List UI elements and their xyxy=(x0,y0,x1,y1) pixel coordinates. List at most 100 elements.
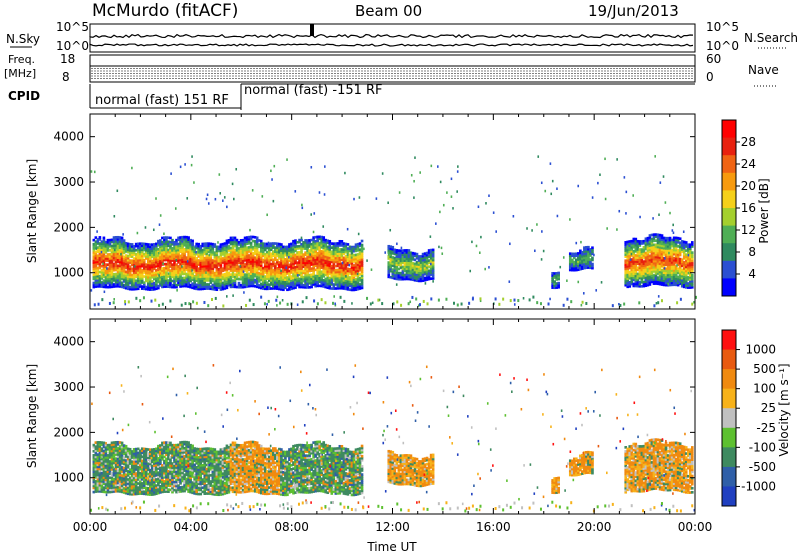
range-gate-cell xyxy=(660,242,664,246)
range-gate-cell xyxy=(211,275,215,279)
range-gate-cell xyxy=(393,250,397,254)
range-gate-cell xyxy=(308,243,311,246)
range-gate-cell xyxy=(670,244,674,248)
range-gate-cell xyxy=(328,246,332,249)
range-gate-cell xyxy=(672,250,676,254)
range-gate-cell xyxy=(128,253,132,256)
range-gate-cell xyxy=(94,449,98,453)
range-gate-cell xyxy=(259,278,263,282)
range-gate-cell xyxy=(227,271,231,275)
range-gate-cell xyxy=(332,262,336,266)
range-gate-cell xyxy=(672,252,676,256)
range-gate-cell xyxy=(332,254,336,258)
range-gate-cell xyxy=(318,280,322,284)
range-gate-cell xyxy=(140,275,144,278)
range-gate-cell xyxy=(191,286,194,290)
range-gate-cell xyxy=(670,240,674,244)
range-gate-cell xyxy=(654,280,658,283)
nave-tick-0: 60 xyxy=(706,52,721,66)
range-gate-cell xyxy=(674,273,678,276)
range-gate-cell xyxy=(668,261,672,264)
range-gate-cell xyxy=(94,471,98,475)
range-gate-cell xyxy=(265,265,269,268)
range-gate-cell xyxy=(284,282,287,286)
range-gate-cell xyxy=(682,246,686,250)
range-gate-cell xyxy=(411,278,415,282)
range-gate-cell xyxy=(94,482,98,485)
range-gate-cell xyxy=(201,252,205,256)
range-gate-cell xyxy=(577,260,580,263)
range-gate-cell xyxy=(257,257,261,261)
range-gate-cell xyxy=(233,277,237,281)
range-gate-cell xyxy=(239,261,243,265)
range-gate-cell xyxy=(94,445,98,449)
range-gate-cell xyxy=(294,249,297,253)
range-gate-cell xyxy=(324,269,328,273)
range-gate-cell xyxy=(658,241,662,245)
range-gate-cell xyxy=(306,247,309,250)
range-gate-cell xyxy=(114,268,118,272)
range-gate-cell xyxy=(332,283,336,286)
range-gate-cell xyxy=(257,253,261,257)
range-gate-cell xyxy=(92,273,96,277)
range-gate-cell xyxy=(642,262,646,265)
range-gate-cell xyxy=(94,250,98,254)
range-gate-cell xyxy=(108,482,112,486)
range-gate-cell xyxy=(144,253,148,256)
range-gate-cell xyxy=(570,264,574,268)
range-gate-cell xyxy=(189,251,192,254)
range-gate-cell xyxy=(284,280,287,284)
range-gate-cell xyxy=(217,257,221,261)
range-gate-cell xyxy=(104,283,108,287)
range-gate-cell xyxy=(136,246,140,250)
range-gate-cell xyxy=(656,259,660,263)
range-gate-cell xyxy=(201,244,205,248)
range-gate-cell xyxy=(140,264,144,268)
range-gate-cell xyxy=(662,257,666,260)
range-gate-cell xyxy=(253,246,257,249)
range-gate-cell xyxy=(662,252,666,256)
range-gate-cell xyxy=(253,248,257,251)
range-gate-cell xyxy=(211,242,215,246)
range-gate-cell xyxy=(225,272,229,275)
range-gate-cell xyxy=(672,244,676,248)
range-gate-cell xyxy=(326,261,330,265)
range-gate-cell xyxy=(179,266,182,270)
range-gate-cell xyxy=(646,279,650,283)
range-gate-cell xyxy=(231,263,235,266)
range-gate-cell xyxy=(409,269,413,273)
range-gate-cell xyxy=(682,285,686,289)
range-gate-cell xyxy=(391,258,395,261)
range-gate-cell xyxy=(259,262,263,265)
scatter-echo xyxy=(424,282,427,285)
range-gate-cell xyxy=(352,278,356,282)
range-gate-cell xyxy=(632,284,636,288)
range-gate-cell xyxy=(136,250,140,254)
range-gate-cell xyxy=(587,260,590,263)
range-gate-cell xyxy=(211,259,215,262)
range-gate-cell xyxy=(403,251,407,254)
range-gate-cell xyxy=(106,242,110,246)
range-gate-cell xyxy=(211,265,215,268)
range-gate-cell xyxy=(276,268,279,272)
range-gate-cell xyxy=(304,257,307,261)
range-gate-cell xyxy=(98,262,102,266)
range-gate-cell xyxy=(191,259,194,263)
scatter-echo xyxy=(131,166,133,170)
range-gate-cell xyxy=(157,250,160,253)
range-gate-cell xyxy=(173,240,176,244)
range-gate-cell xyxy=(261,248,265,252)
range-gate-cell xyxy=(419,277,423,281)
range-gate-cell xyxy=(630,250,634,253)
range-gate-cell xyxy=(354,259,358,263)
range-gate-cell xyxy=(116,250,120,253)
range-gate-cell xyxy=(157,284,160,288)
range-gate-cell xyxy=(276,248,279,252)
range-gate-cell xyxy=(570,260,574,264)
range-gate-cell xyxy=(191,255,194,259)
range-gate-cell xyxy=(298,283,301,287)
range-gate-cell xyxy=(318,241,322,245)
range-gate-cell xyxy=(225,284,229,288)
range-gate-cell xyxy=(241,245,245,248)
range-gate-cell xyxy=(300,253,303,256)
